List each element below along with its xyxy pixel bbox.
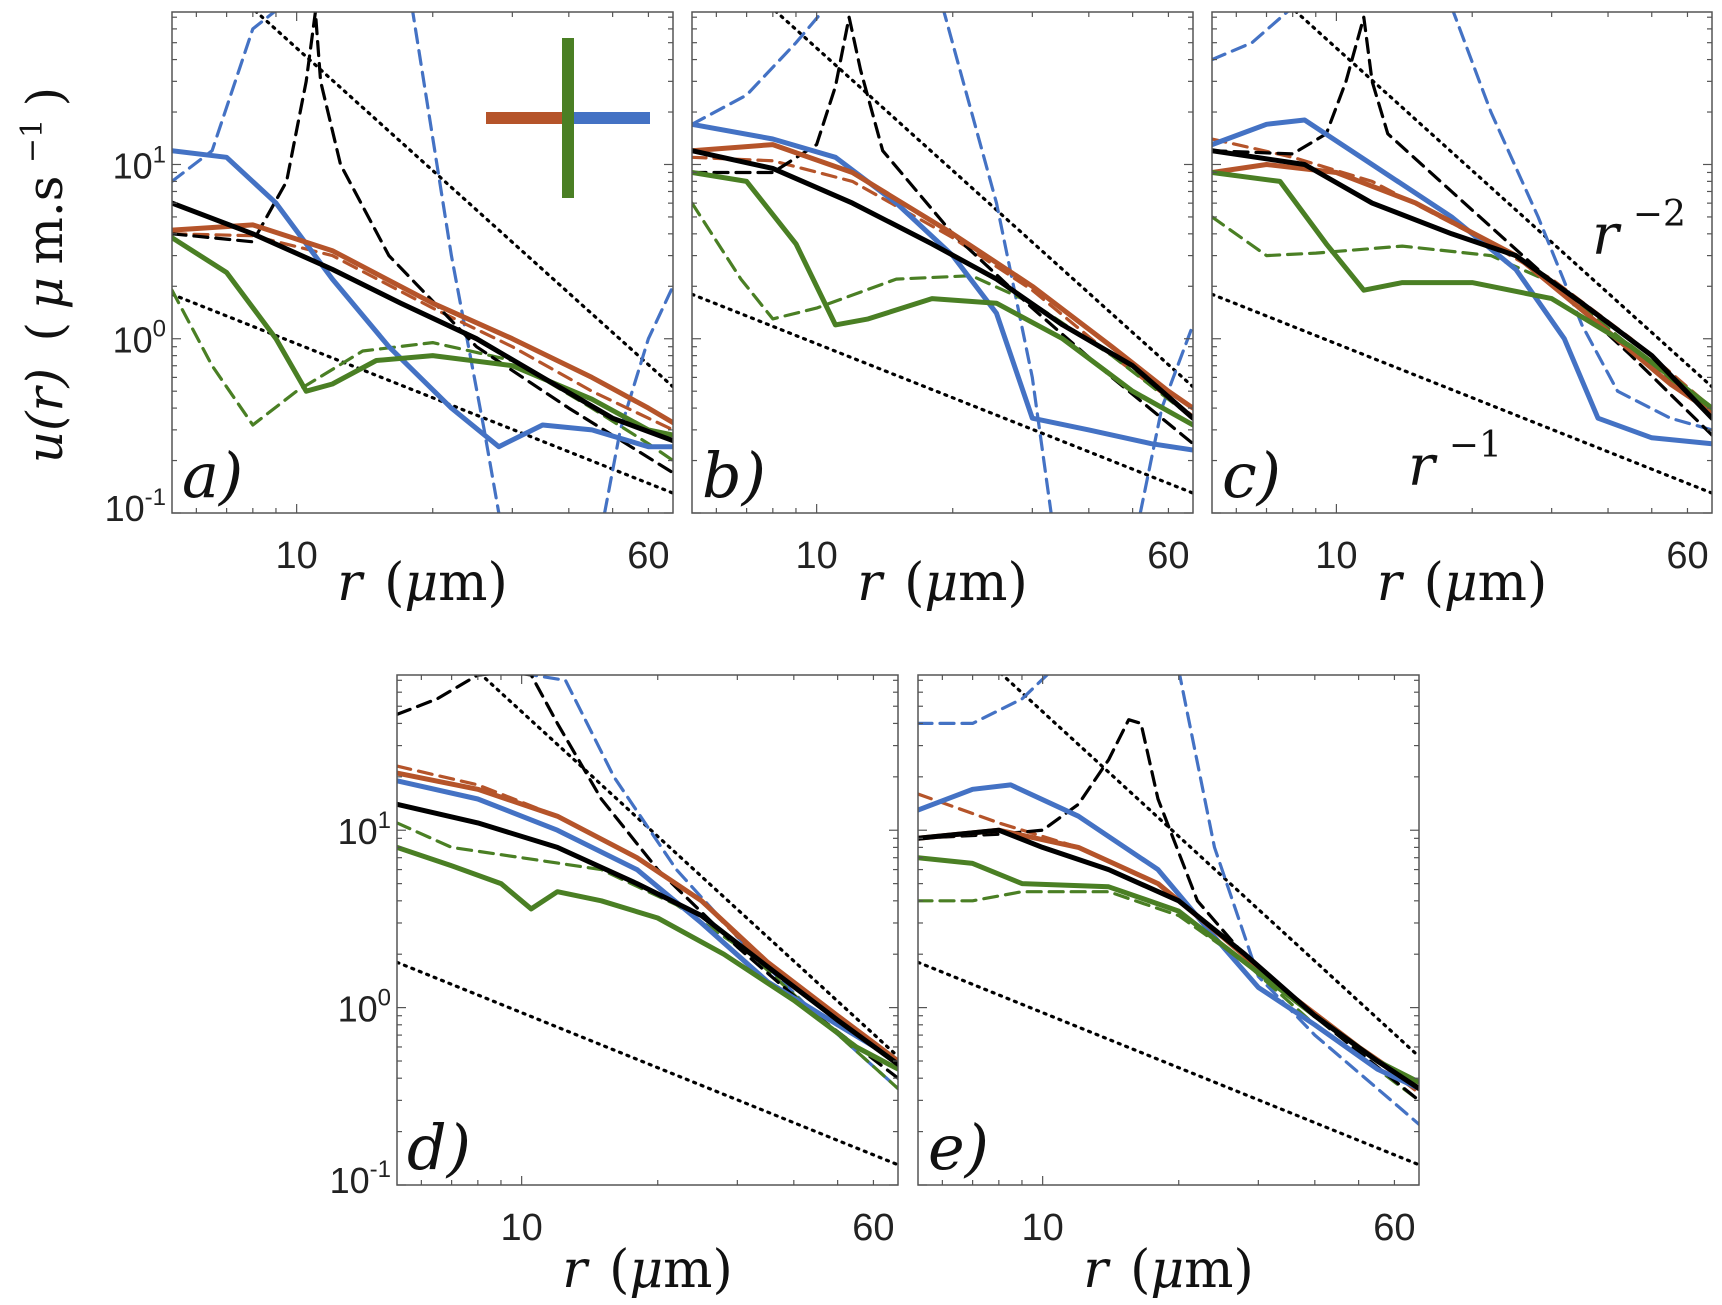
series-green-solid xyxy=(1212,170,1712,411)
y-label-close: ) xyxy=(16,87,74,107)
panel-label: d) xyxy=(407,1111,471,1184)
panel-c: 10 60 c) r (μm) xyxy=(1211,11,1713,613)
reference-line-r^-2 xyxy=(254,12,673,389)
series-black-solid xyxy=(692,148,1193,421)
series-blue-dashed-seg2 xyxy=(411,12,501,513)
x-axis-label: r (μm) xyxy=(857,553,1028,613)
series-blue-dashed-seg2 xyxy=(1178,675,1419,1126)
y-tick-label: 10-1 xyxy=(330,1156,391,1201)
reference-line-r^-1 xyxy=(397,960,898,1167)
plot-frame xyxy=(396,674,899,1186)
x-tick-label: 60 xyxy=(1666,535,1708,577)
series-orange-solid xyxy=(172,222,673,426)
series-blue-dashed-seg3 xyxy=(603,284,673,513)
x-axis-label: r (μm) xyxy=(1377,553,1548,613)
series-blue-solid xyxy=(692,121,1193,453)
series-black-solid xyxy=(397,801,898,1067)
annotation-r-minus-2: r −2 xyxy=(1592,194,1686,268)
series-green-solid xyxy=(397,844,898,1072)
reference-line-r^-1 xyxy=(918,960,1419,1167)
annotation-r-minus-1: r −1 xyxy=(1408,425,1502,499)
panel-label: b) xyxy=(702,439,766,512)
reference-line-r^-1 xyxy=(692,292,1193,495)
series-black-dashed xyxy=(397,675,898,1080)
x-tick-label: 10 xyxy=(796,535,838,577)
x-axis-label: r (μm) xyxy=(562,1240,733,1300)
x-tick-label: 60 xyxy=(852,1207,894,1249)
series-green-dashed xyxy=(692,201,1193,420)
panel-label: e) xyxy=(928,1111,989,1184)
series-black-solid xyxy=(918,827,1419,1091)
series-orange-solid xyxy=(692,142,1193,411)
y-label-unit: m.s xyxy=(16,176,74,265)
series-green-solid xyxy=(172,235,673,438)
series-blue-solid xyxy=(172,148,673,450)
plot-frame xyxy=(171,11,674,514)
x-tick-label: 10 xyxy=(1022,1207,1064,1249)
y-tick-label: 10-1 xyxy=(105,484,166,529)
series-blue-dashed-seg2 xyxy=(1451,12,1712,432)
series-orange-dashed xyxy=(1212,137,1712,410)
series-blue-solid xyxy=(918,782,1419,1091)
panel-e: 10 60 e) r (μm) xyxy=(917,674,1420,1300)
plot-frame xyxy=(691,11,1194,514)
reference-line-r^-2 xyxy=(774,12,1193,389)
plot-frame xyxy=(917,674,1420,1186)
y-tick-label: 100 xyxy=(113,316,166,361)
series-blue-dashed xyxy=(918,675,1050,725)
series-blue-dashed xyxy=(1212,12,1290,62)
series-black-solid xyxy=(172,200,673,444)
x-tick-label: 60 xyxy=(1147,535,1189,577)
x-tick-label: 10 xyxy=(276,535,318,577)
panel-d: 10 60 101 100 10-1 d) r (μm) xyxy=(330,674,899,1300)
panel-a: 10 60 101 100 10-1 a) r (μm) xyxy=(105,11,674,613)
reference-line-r^-2 xyxy=(1293,12,1712,389)
series-orange-solid xyxy=(918,827,1419,1091)
series-green-solid xyxy=(692,170,1193,428)
series-green-dashed xyxy=(1212,215,1712,418)
series-green-dashed xyxy=(172,288,673,463)
series-black-solid xyxy=(1212,148,1712,421)
panel-b: 10 60 b) r (μm) xyxy=(691,11,1194,613)
y-label-exp: −1 xyxy=(15,119,50,163)
y-tick-label: 100 xyxy=(338,985,391,1030)
reference-line-r^-1 xyxy=(1212,292,1712,495)
plot-frame xyxy=(1211,11,1713,514)
panel-label: c) xyxy=(1222,439,1281,512)
y-tick-label: 101 xyxy=(113,141,166,186)
series-blue-dashed xyxy=(692,12,825,126)
series-green-dashed xyxy=(918,890,1419,1102)
series-orange-solid xyxy=(397,770,898,1064)
x-tick-label: 60 xyxy=(1373,1207,1415,1249)
series-blue-solid xyxy=(397,778,898,1064)
y-label-func: u(r) xyxy=(16,368,74,463)
y-label-mu: μ xyxy=(16,277,74,310)
series-blue-dashed-seg3 xyxy=(1138,323,1193,513)
inset-legend xyxy=(486,38,650,198)
x-axis-label: r (μm) xyxy=(1083,1240,1254,1300)
x-axis-label: r (μm) xyxy=(337,553,508,613)
reference-line-r^-1 xyxy=(172,292,673,495)
x-tick-label: 10 xyxy=(1315,535,1357,577)
y-tick-label: 101 xyxy=(338,807,391,852)
y-label-open: ( xyxy=(16,322,74,342)
x-tick-label: 10 xyxy=(501,1207,543,1249)
y-axis-label: u(r) ( μ m.s −1 ) xyxy=(0,87,74,463)
series-orange-solid xyxy=(1212,162,1712,415)
panel-label: a) xyxy=(182,439,243,512)
x-tick-label: 60 xyxy=(627,535,669,577)
series-blue-dashed xyxy=(172,12,277,183)
